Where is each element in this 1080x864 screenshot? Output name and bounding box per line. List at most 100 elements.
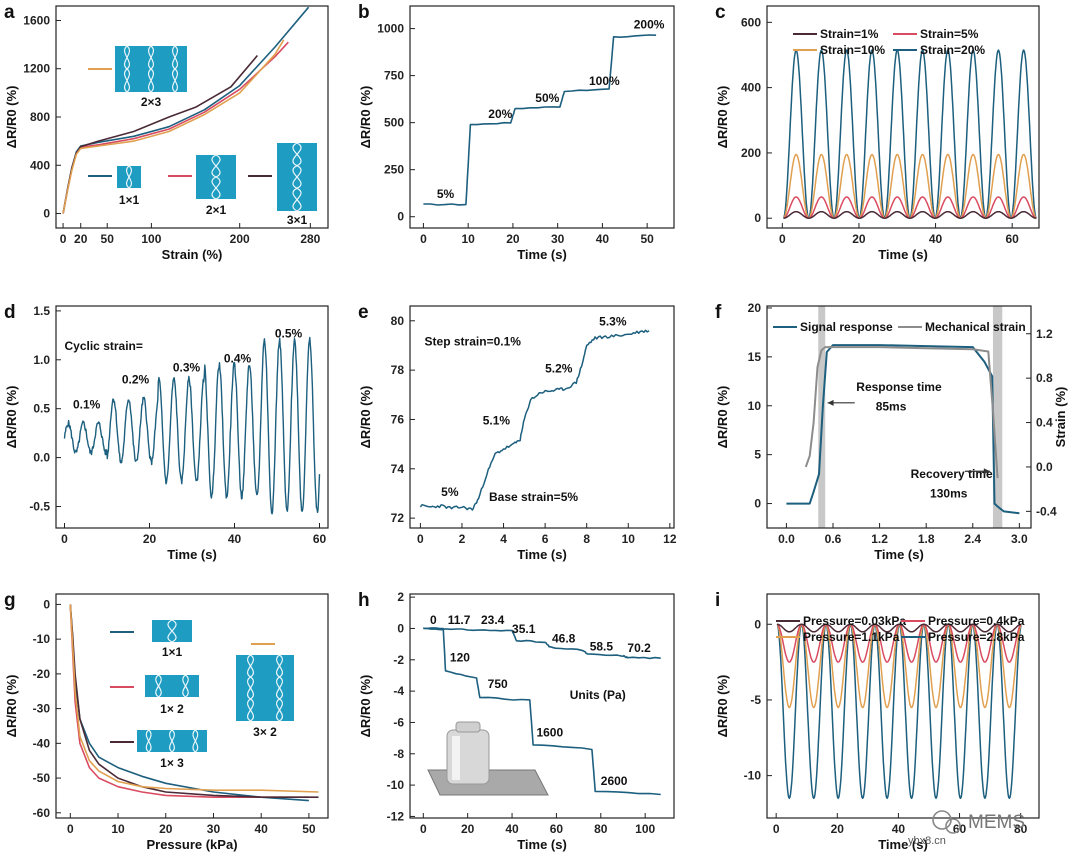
y-tick-label: -50 [33,771,51,785]
block-body [236,655,294,721]
y-tick-label: -12 [387,809,405,823]
weight-knob [455,721,481,733]
legend-label: Pressure=1.1kPa [803,630,900,644]
data-annotation: 0.2% [122,372,150,386]
block-pattern-line [192,729,199,753]
x-tick-label: 40 [892,822,906,836]
x-tick-label: 40 [505,822,519,836]
legend-label: Strain=10% [820,43,885,57]
series-line-3× 2 [69,604,319,793]
y-tick-label: 0.0 [33,451,50,465]
y-tick-label: -4 [393,684,404,698]
series-line-step [423,34,657,206]
x-tick-label: 60 [550,822,564,836]
y-tick-label: 72 [391,511,405,525]
sample-label: 3× 2 [253,725,277,739]
block-pattern-line [167,619,177,643]
x-tick-label: 20 [143,532,157,546]
watermark: MEMS ybx8.cn [908,810,1025,847]
y-axis-label: ΔR/R0 (%) [715,675,730,738]
y-tick-label: -30 [33,702,51,716]
y2-tick-label: -0.4 [1036,504,1057,518]
y-tick-label: 1.5 [33,304,50,318]
x-axis-label: Time (s) [517,247,567,262]
y-tick-label: 15 [748,350,762,364]
legend-label: Strain=5% [920,27,979,41]
weight-illustration [427,721,549,796]
y-axis-label: ΔR/R0 (%) [715,86,730,149]
x-tick-label: 1.2 [871,532,888,546]
x-tick-label: 1.8 [918,532,935,546]
x-tick-label: 30 [207,822,221,836]
plot-frame [766,305,1032,529]
plot-frame [55,593,329,819]
wechat-icon-secondary [945,818,961,834]
data-annotation: 50% [535,91,559,105]
y-tick-label: -2 [393,653,404,667]
block-body [145,675,199,697]
x-tick-label: 0 [773,822,780,836]
sample-block-1x1 [117,165,141,189]
data-annotation: 5.1% [483,413,511,427]
block-pattern-line [169,729,175,753]
block-pattern-line [145,729,152,753]
data-annotation: 120 [450,650,470,664]
y-tick-label: 0 [397,621,404,635]
y-tick-label: -6 [393,715,404,729]
data-annotation: 0.4% [224,352,252,366]
block-pattern-line [148,45,154,93]
x-axis-label: Time (s) [878,837,928,852]
data-annotation: 35.1 [512,622,536,636]
x-tick-label: 40 [228,532,242,546]
data-annotation: Step strain=0.1% [425,334,522,348]
y-tick-label: 2 [397,590,404,604]
x-tick-label: 0 [420,822,427,836]
series-line-1× 3 [69,604,319,799]
series-line-Signal response [786,344,1020,515]
x-tick-label: 20 [831,822,845,836]
y-tick-label: 800 [30,110,50,124]
panel-letter: g [4,590,16,611]
y-tick-label: 0 [43,207,50,221]
sample-label: 2×1 [206,203,227,217]
x-tick-label: 0 [67,822,74,836]
block-pattern-line [276,654,283,722]
legend-label: Pressure=0.03kPa [803,614,906,628]
data-annotation: 5.2% [545,362,573,376]
y-tick-label: 74 [391,462,405,476]
x-axis-label: Strain (%) [162,247,223,262]
sample-block-2x1 [196,154,236,200]
y-tick-label: -10 [33,632,51,646]
block-pattern-line [247,654,254,722]
panel-e-step-strain: 0 2 4 6 8 10 12 72 74 76 78 80 Time (s) ΔR/R0 (%) e Ste… [358,302,677,562]
x-tick-label: 0.0 [778,532,795,546]
series-line-Strain=5% [783,196,1037,219]
y-tick-label: -10 [387,778,405,792]
series-line-2×3 [62,39,285,214]
y-tick-label: 750 [384,69,404,83]
block-pattern-line [182,674,189,698]
y-tick-label: 0 [754,617,761,631]
watermark-url: ybx8.cn [908,835,946,847]
data-annotation: 85ms [876,400,907,414]
legend-label: Signal response [800,320,893,334]
x-tick-label: 20 [461,822,475,836]
y-axis-label: ΔR/R0 (%) [358,86,373,149]
sample-block-3x2 [236,654,294,722]
y-tick-label: -40 [33,736,51,750]
sample-block-2x3 [115,45,187,93]
y-tick-label: 400 [30,158,50,172]
series-line-Mechanical strain [804,346,999,479]
x-axis-label: Pressure (kPa) [146,837,237,852]
series-line-high [423,627,661,796]
block-pattern-line [172,45,178,93]
sample-block-1x1 [152,619,192,643]
y-tick-label: -10 [744,769,762,783]
panel-letter: e [358,302,369,323]
plot-frame [409,593,675,819]
block-pattern-line [124,45,130,93]
x-axis-label: Time (s) [517,837,567,852]
panel-letter: c [715,2,726,23]
